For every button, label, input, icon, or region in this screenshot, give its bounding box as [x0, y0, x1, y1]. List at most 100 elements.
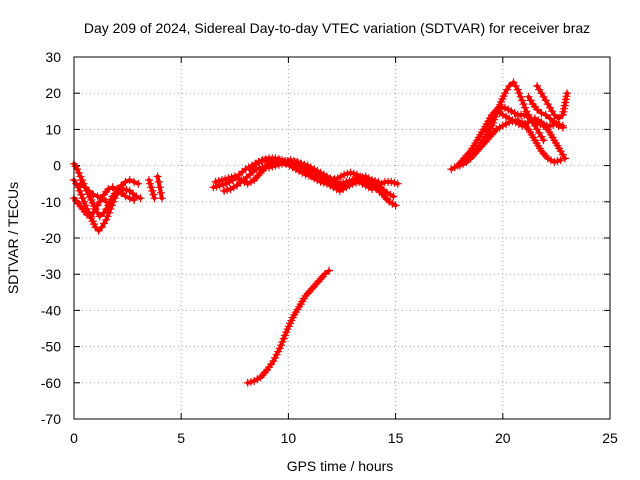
data-marks — [70, 78, 572, 387]
data-point-plus — [97, 194, 106, 203]
data-point-plus — [146, 179, 155, 188]
data-point-plus — [518, 96, 527, 105]
data-point-plus — [519, 100, 528, 109]
data-point-plus — [386, 190, 395, 199]
data-point-plus — [554, 114, 563, 123]
data-point-plus — [85, 186, 93, 195]
y-tick-label: 30 — [45, 49, 61, 65]
data-point-plus — [130, 177, 138, 186]
data-point-plus — [104, 185, 113, 194]
y-tick-label: 20 — [45, 85, 61, 101]
data-point-plus — [500, 103, 509, 112]
data-point-plus — [121, 192, 130, 201]
x-tick-label: 15 — [388, 430, 404, 446]
data-point-plus — [117, 188, 126, 197]
series-arc-9 — [220, 158, 402, 195]
data-point-plus — [277, 341, 286, 350]
y-tick-label: -20 — [41, 230, 61, 246]
data-point-plus — [558, 123, 567, 132]
y-axis-label: SDTVAR / TECUs — [5, 182, 21, 294]
x-tick-label: 10 — [281, 430, 297, 446]
y-tick-label: -50 — [41, 339, 61, 355]
data-point-plus — [155, 183, 164, 192]
data-point-plus — [281, 331, 289, 340]
data-point-plus — [547, 156, 555, 165]
series-arc-16 — [533, 82, 572, 123]
plot-frame — [73, 56, 611, 420]
data-point-plus — [556, 156, 565, 165]
data-point-plus — [74, 168, 83, 177]
data-point-plus — [157, 194, 166, 203]
data-point-plus — [389, 192, 398, 201]
data-point-plus — [153, 172, 162, 181]
data-point-plus — [393, 179, 402, 188]
axis-ticks: 0 5 10 15 20 25 -70 -60 -50 -40 -30 -20 -10 0 10 20 30 — [41, 49, 618, 446]
data-point-plus — [252, 159, 261, 168]
data-point-plus — [102, 215, 111, 224]
data-point-plus — [515, 89, 524, 98]
data-point-plus — [313, 176, 322, 185]
data-point-plus — [550, 110, 559, 119]
data-point-plus — [374, 177, 383, 186]
data-point-plus — [537, 109, 546, 118]
data-point-plus — [150, 194, 159, 203]
data-point-plus — [145, 176, 153, 185]
x-tick-label: 0 — [70, 430, 78, 446]
data-point-plus — [95, 212, 104, 221]
data-point-plus — [541, 110, 550, 119]
data-point-plus — [533, 105, 542, 114]
y-tick-label: -10 — [41, 194, 61, 210]
x-tick-label: 25 — [602, 430, 618, 446]
y-tick-label: -70 — [41, 411, 61, 427]
data-point-plus — [313, 167, 322, 175]
data-point-plus — [516, 92, 525, 101]
data-point-plus — [106, 201, 115, 210]
data-point-plus — [112, 185, 121, 194]
data-point-plus — [108, 183, 117, 192]
series-arc-10 — [245, 154, 383, 188]
data-point-plus — [149, 190, 158, 199]
series-arc-6 — [153, 172, 166, 203]
data-point-plus — [103, 212, 112, 221]
x-tick-label: 20 — [495, 430, 511, 446]
data-point-plus — [563, 89, 572, 98]
data-point-plus — [294, 158, 302, 167]
data-point-plus — [554, 121, 563, 130]
x-axis-label: GPS time / hours — [287, 458, 394, 474]
data-point-plus — [134, 179, 143, 188]
data-point-plus — [325, 266, 334, 275]
x-tick-label: 5 — [177, 430, 185, 446]
data-point-plus — [271, 161, 280, 170]
data-point-plus — [76, 179, 85, 188]
y-tick-label: 10 — [45, 121, 61, 137]
data-point-plus — [93, 192, 102, 201]
data-point-plus — [77, 190, 86, 199]
data-point-plus — [76, 172, 85, 181]
data-point-plus — [521, 103, 529, 112]
data-point-plus — [78, 194, 87, 203]
data-point-plus — [271, 154, 280, 163]
data-point-plus — [513, 85, 522, 94]
data-point-plus — [550, 118, 559, 127]
data-point-plus — [125, 176, 134, 185]
chart-title: Day 209 of 2024, Sidereal Day-to-day VTE… — [84, 20, 590, 36]
data-point-plus — [520, 110, 529, 119]
data-point-plus — [73, 165, 82, 174]
data-point-plus — [539, 136, 548, 145]
y-tick-label: -40 — [41, 302, 61, 318]
data-point-plus — [102, 197, 111, 206]
data-point-plus — [130, 196, 138, 204]
data-point-plus — [447, 165, 456, 174]
data-point-plus — [320, 270, 329, 279]
data-point-plus — [82, 210, 91, 219]
data-point-plus — [75, 186, 84, 195]
data-point-plus — [332, 177, 341, 186]
series-arc-4 — [76, 179, 115, 210]
data-point-plus — [546, 114, 554, 123]
data-point-plus — [89, 190, 98, 199]
data-point-plus — [136, 194, 145, 203]
data-point-plus — [80, 197, 88, 206]
data-point-plus — [217, 176, 226, 185]
data-point-plus — [561, 154, 569, 163]
